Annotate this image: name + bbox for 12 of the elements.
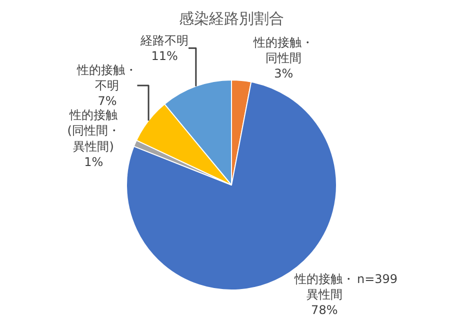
data-label: 11% [151, 48, 178, 63]
slice-label: 性的接触・異性間 [293, 272, 354, 302]
data-label: 1% [84, 154, 104, 169]
data-label: 78% [311, 302, 338, 317]
slice-label: 経路不明 [140, 33, 189, 48]
data-label: 3% [274, 66, 294, 81]
text: n=399 [357, 272, 398, 286]
data-label: 7% [98, 94, 117, 108]
chart-title: 感染経路別割合 [179, 9, 284, 28]
slice-label: 性的接触・同性間 [252, 35, 314, 66]
slice-label: 性的接触・不明 [76, 62, 138, 93]
slice-label: 性的接触(同性間・異性間) [67, 108, 120, 154]
